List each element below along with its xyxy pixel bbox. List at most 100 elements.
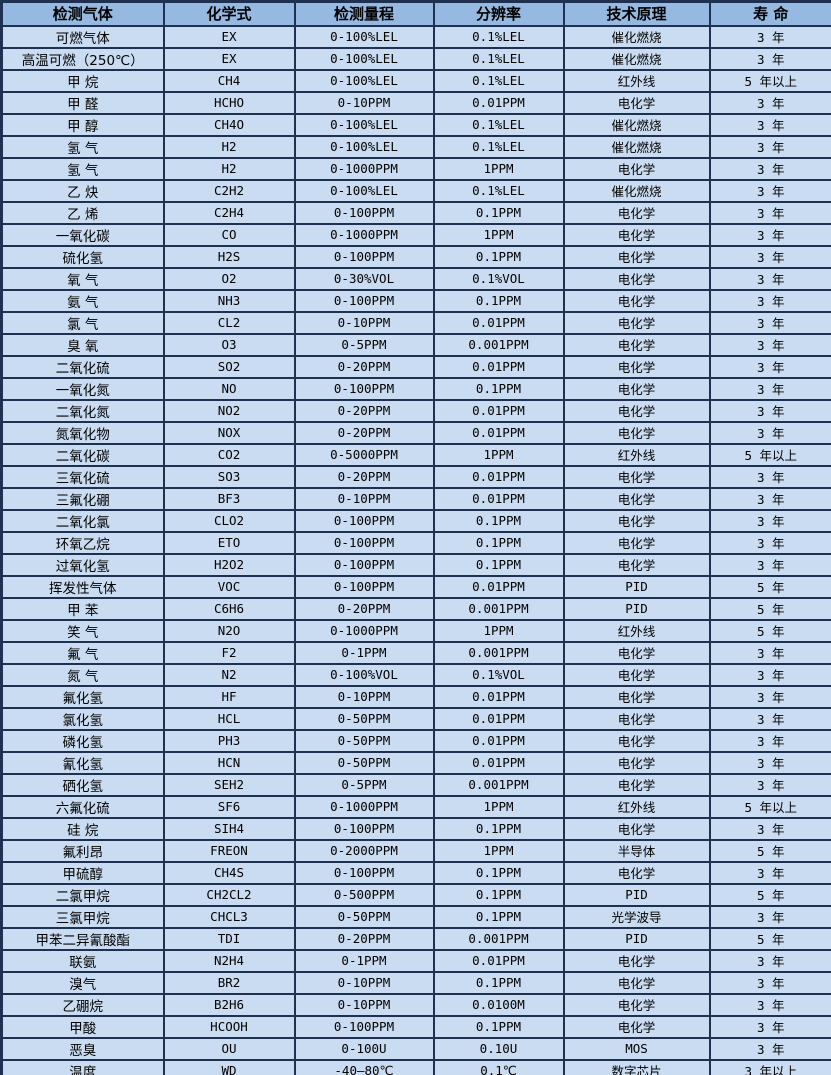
table-row: 环氧乙烷 ETO 0-100PPM 0.1PPM 电化学 3 年 [0,530,831,555]
table-row: 氰化氢 HCN 0-50PPM 0.01PPM 电化学 3 年 [0,750,831,775]
cell-formula: HF [162,684,296,709]
cell-formula: F2 [162,640,296,665]
cell-resolution: 0.001PPM [432,926,565,951]
table-row: 氮 气 N2 0-100%VOL 0.1%VOL 电化学 3 年 [0,662,831,687]
table-row: 三氧化硫 SO3 0-20PPM 0.01PPM 电化学 3 年 [0,464,831,489]
cell-resolution: 0.1PPM [432,244,565,269]
cell-gas: 可燃气体 [0,24,165,49]
cell-principle: 电化学 [562,354,711,379]
table-row: 二氧化氮 NO2 0-20PPM 0.01PPM 电化学 3 年 [0,398,831,423]
cell-principle: 光学波导 [562,904,711,929]
cell-range: 0-20PPM [293,464,435,489]
cell-formula: H2 [162,156,296,181]
cell-gas: 氨 气 [0,288,165,313]
cell-lifespan: 3 年 [708,816,831,841]
cell-gas: 高温可燃（250℃） [0,46,165,71]
table-row: 乙 炔 C2H2 0-100%LEL 0.1%LEL 催化燃烧 3 年 [0,178,831,203]
cell-resolution: 0.01PPM [432,90,565,115]
cell-formula: CO2 [162,442,296,467]
cell-resolution: 0.1%LEL [432,24,565,49]
cell-principle: 半导体 [562,838,711,863]
table-row: 一氧化氮 NO 0-100PPM 0.1PPM 电化学 3 年 [0,376,831,401]
cell-lifespan: 3 年 [708,222,831,247]
cell-formula: SIH4 [162,816,296,841]
cell-resolution: 0.01PPM [432,574,565,599]
table-row: 硅 烷 SIH4 0-100PPM 0.1PPM 电化学 3 年 [0,816,831,841]
cell-formula: H2O2 [162,552,296,577]
cell-resolution: 0.1%LEL [432,68,565,93]
table-body: 可燃气体 EX 0-100%LEL 0.1%LEL 催化燃烧 3 年高温可燃（250℃） E… [0,24,831,1075]
cell-resolution: 1PPM [432,618,565,643]
cell-gas: 氰化氢 [0,750,165,775]
cell-range: 0-2000PPM [293,838,435,863]
cell-range: 0-10PPM [293,310,435,335]
cell-gas: 三氧化硫 [0,464,165,489]
cell-principle: 电化学 [562,552,711,577]
cell-gas: 溴气 [0,970,165,995]
cell-range: 0-20PPM [293,398,435,423]
cell-lifespan: 3 年 [708,288,831,313]
table-row: 温度 WD -40—80℃ 0.1℃ 数字芯片 3 年以上 [0,1058,831,1075]
table-row: 氯 气 CL2 0-10PPM 0.01PPM 电化学 3 年 [0,310,831,335]
cell-range: 0-1000PPM [293,222,435,247]
table-row: 乙 烯 C2H4 0-100PPM 0.1PPM 电化学 3 年 [0,200,831,225]
cell-formula: N2 [162,662,296,687]
cell-range: 0-100%VOL [293,662,435,687]
cell-formula: O3 [162,332,296,357]
cell-lifespan: 3 年 [708,134,831,159]
cell-range: 0-50PPM [293,750,435,775]
cell-range: 0-100PPM [293,860,435,885]
cell-formula: CH2CL2 [162,882,296,907]
cell-lifespan: 5 年 [708,596,831,621]
cell-principle: 电化学 [562,464,711,489]
table-row: 氧 气 O2 0-30%VOL 0.1%VOL 电化学 3 年 [0,266,831,291]
cell-range: 0-5000PPM [293,442,435,467]
table-row: 氮氧化物 NOX 0-20PPM 0.01PPM 电化学 3 年 [0,420,831,445]
cell-lifespan: 5 年以上 [708,794,831,819]
cell-gas: 甲酸 [0,1014,165,1039]
table-row: 氟利昂 FREON 0-2000PPM 1PPM 半导体 5 年 [0,838,831,863]
cell-lifespan: 5 年 [708,574,831,599]
cell-principle: 电化学 [562,288,711,313]
cell-formula: SO2 [162,354,296,379]
cell-principle: PID [562,574,711,599]
cell-principle: 电化学 [562,728,711,753]
cell-range: 0-100%LEL [293,178,435,203]
cell-formula: SO3 [162,464,296,489]
header-row: 检测气体 化学式 检测量程 分辨率 技术原理寿 命 [0,0,831,27]
cell-lifespan: 3 年 [708,948,831,973]
column-header-lifespan: 寿 命 [708,0,831,27]
cell-formula: BF3 [162,486,296,511]
cell-principle: 催化燃烧 [562,134,711,159]
cell-range: 0-20PPM [293,926,435,951]
cell-lifespan: 3 年 [708,398,831,423]
cell-range: 0-1PPM [293,948,435,973]
cell-formula: CH4 [162,68,296,93]
cell-resolution: 0.1%VOL [432,266,565,291]
cell-gas: 氮氧化物 [0,420,165,445]
table-row: 过氧化氢 H2O2 0-100PPM 0.1PPM 电化学 3 年 [0,552,831,577]
table-row: 二氧化硫 SO2 0-20PPM 0.01PPM 电化学 3 年 [0,354,831,379]
table-row: 甲酸 HCOOH 0-100PPM 0.1PPM 电化学 3 年 [0,1014,831,1039]
cell-resolution: 0.1PPM [432,200,565,225]
cell-principle: 电化学 [562,244,711,269]
cell-lifespan: 5 年以上 [708,68,831,93]
cell-gas: 乙 炔 [0,178,165,203]
cell-resolution: 0.1PPM [432,288,565,313]
cell-formula: WD [162,1058,296,1075]
cell-resolution: 0.1PPM [432,816,565,841]
cell-formula: SEH2 [162,772,296,797]
cell-lifespan: 3 年 [708,486,831,511]
cell-gas: 氢 气 [0,134,165,159]
cell-gas: 氮 气 [0,662,165,687]
cell-principle: 电化学 [562,860,711,885]
cell-gas: 甲硫醇 [0,860,165,885]
cell-resolution: 0.1PPM [432,1014,565,1039]
cell-range: 0-10PPM [293,684,435,709]
cell-formula: OU [162,1036,296,1061]
cell-lifespan: 3 年 [708,970,831,995]
cell-principle: 电化学 [562,948,711,973]
cell-lifespan: 3 年 [708,156,831,181]
table-row: 甲 醇 CH4O 0-100%LEL 0.1%LEL 催化燃烧 3 年 [0,112,831,137]
cell-formula: NO [162,376,296,401]
